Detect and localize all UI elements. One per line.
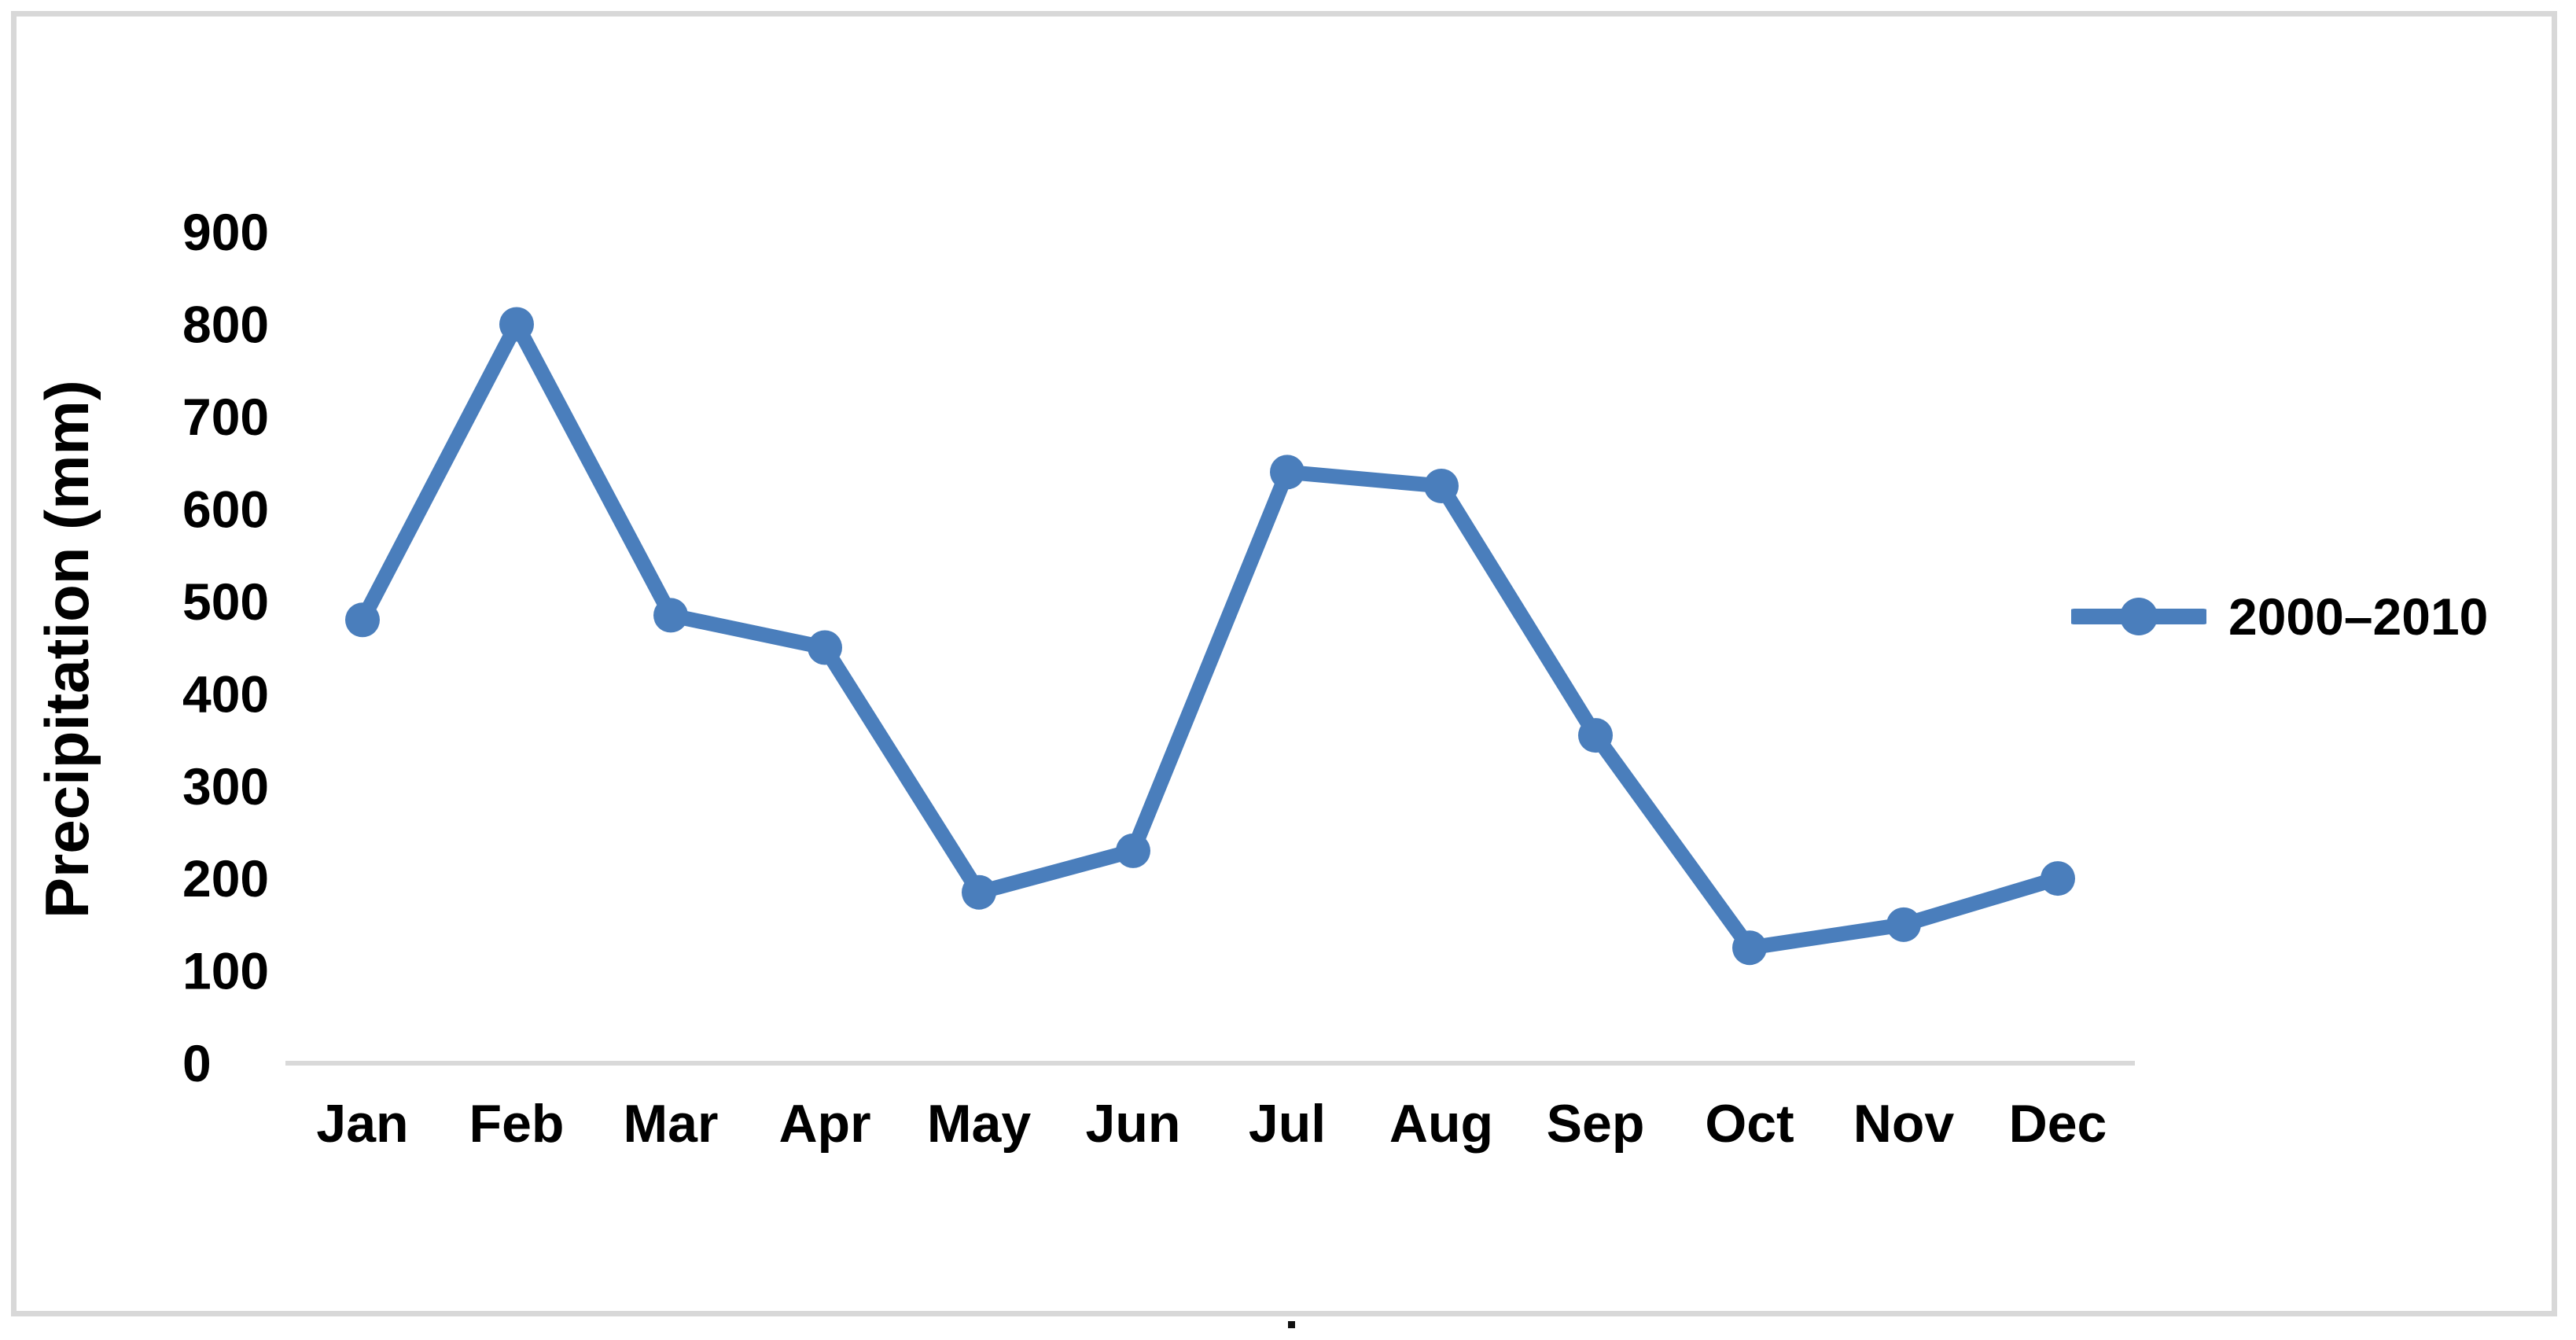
y-tick-label: 800	[182, 296, 269, 354]
x-tick-label: Jul	[1249, 1094, 1326, 1154]
y-tick-label: 600	[182, 480, 269, 538]
x-tick-label: Sep	[1547, 1094, 1645, 1154]
data-point	[499, 307, 534, 342]
y-tick-label: 100	[182, 942, 269, 1000]
y-tick-label: 0	[182, 1034, 212, 1092]
data-point	[1886, 907, 1921, 942]
stray-mark	[1288, 1321, 1295, 1328]
legend-label: 2000–2010	[2228, 587, 2489, 646]
y-tick-label: 400	[182, 664, 269, 723]
data-point	[808, 630, 842, 665]
x-tick-label: Aug	[1389, 1094, 1493, 1154]
y-tick-label: 900	[182, 203, 269, 261]
y-tick-label: 500	[182, 572, 269, 631]
y-tick-label: 300	[182, 757, 269, 815]
chart-border-frame	[11, 11, 2557, 1316]
data-point	[1116, 833, 1150, 868]
data-point	[962, 874, 996, 910]
y-tick-label: 700	[182, 388, 269, 446]
x-tick-label: Jun	[1086, 1094, 1181, 1154]
y-tick-label: 200	[182, 849, 269, 907]
data-point	[345, 602, 380, 638]
data-line	[355, 316, 2066, 955]
data-point	[1578, 718, 1613, 753]
x-tick-label: Feb	[469, 1094, 565, 1154]
x-tick-label: Apr	[778, 1094, 870, 1154]
x-tick-label: Dec	[2009, 1094, 2107, 1154]
data-point	[1424, 468, 1459, 503]
x-tick-label: Mar	[624, 1094, 719, 1154]
x-tick-label: Jan	[316, 1094, 408, 1154]
x-tick-label: Oct	[1705, 1094, 1794, 1154]
data-point	[1732, 930, 1767, 966]
legend-line-marker-icon	[2071, 598, 2206, 635]
legend: 2000–2010	[2071, 586, 2488, 647]
data-point	[653, 598, 688, 633]
x-tick-label: May	[927, 1094, 1031, 1154]
data-point	[1270, 455, 1305, 490]
x-tick-label: Nov	[1853, 1094, 1955, 1154]
data-point	[2041, 861, 2075, 896]
